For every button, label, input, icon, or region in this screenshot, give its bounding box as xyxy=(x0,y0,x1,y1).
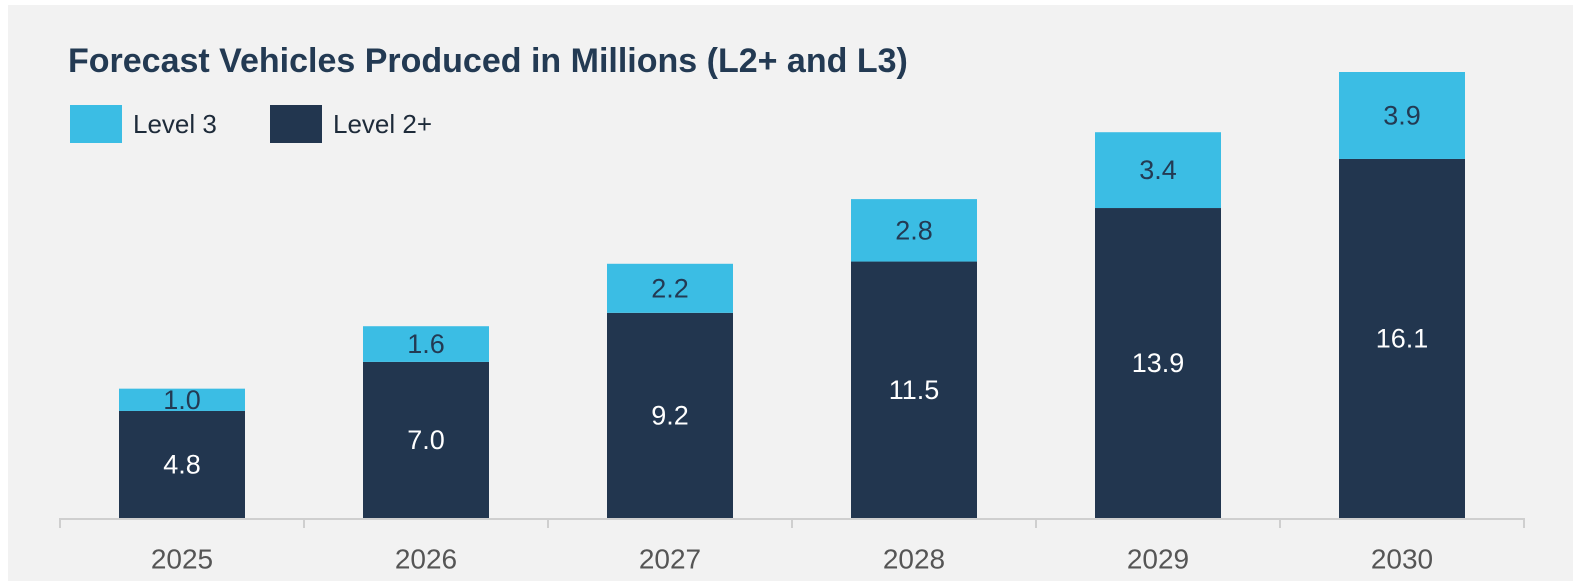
bar-segment xyxy=(363,326,489,362)
data-label: 16.1 xyxy=(1376,324,1429,354)
x-tick-label: 2029 xyxy=(1127,543,1189,574)
bar-segment xyxy=(851,199,977,262)
bar-segment xyxy=(607,312,733,518)
data-label: 2.8 xyxy=(895,215,933,245)
bar-segment xyxy=(363,361,489,518)
legend-label: Level 3 xyxy=(133,109,217,139)
data-label: 1.0 xyxy=(163,385,201,415)
data-label: 3.4 xyxy=(1139,155,1177,185)
x-tick-label: 2025 xyxy=(151,543,213,574)
x-tick-label: 2026 xyxy=(395,543,457,574)
bar-segment xyxy=(1095,132,1221,209)
data-label: 11.5 xyxy=(889,375,940,405)
data-label: 1.6 xyxy=(407,329,445,359)
legend-swatch xyxy=(70,105,122,143)
data-label: 2.2 xyxy=(651,273,689,303)
bar-segment xyxy=(119,410,245,518)
chart-background xyxy=(8,5,1573,581)
data-label: 13.9 xyxy=(1132,348,1185,378)
data-label: 3.9 xyxy=(1383,101,1421,131)
bar-segment xyxy=(1095,208,1221,518)
bar-segment xyxy=(1339,72,1465,159)
bar-segment xyxy=(607,263,733,313)
chart-title: Forecast Vehicles Produced in Millions (… xyxy=(68,42,908,80)
legend-label: Level 2+ xyxy=(333,109,432,139)
data-label: 7.0 xyxy=(407,425,445,455)
data-label: 9.2 xyxy=(651,401,689,431)
x-tick-label: 2028 xyxy=(883,543,945,574)
legend-swatch xyxy=(270,105,322,143)
data-label: 4.8 xyxy=(163,450,201,480)
bar-segment xyxy=(119,388,245,411)
x-tick-label: 2030 xyxy=(1371,543,1433,574)
x-tick-label: 2027 xyxy=(639,543,701,574)
bar-segment xyxy=(1339,158,1465,518)
bar-segment xyxy=(851,261,977,518)
